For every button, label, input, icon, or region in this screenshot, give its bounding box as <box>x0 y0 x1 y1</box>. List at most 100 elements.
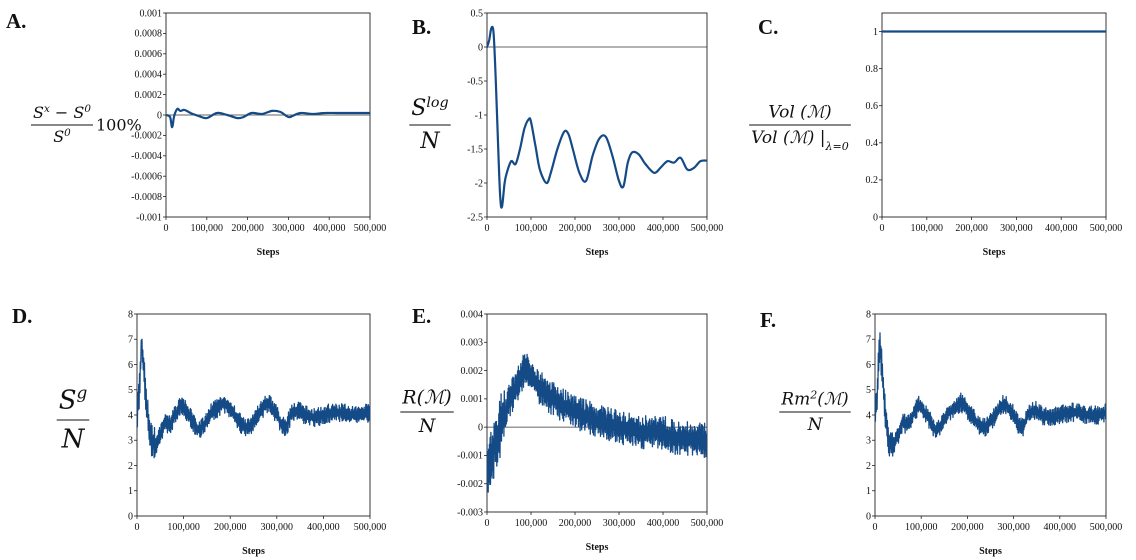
y-axis-label-b: Slog N <box>409 95 451 154</box>
y-tick-label: -2.5 <box>467 212 483 223</box>
x-tick-label: 300,000 <box>1000 223 1033 234</box>
svg-text:N: N <box>418 415 437 437</box>
x-axis-label: Steps <box>979 546 1002 557</box>
x-tick-label: 400,000 <box>647 518 680 529</box>
plot-frame <box>486 313 708 513</box>
y-tick-label: -0.002 <box>457 479 483 490</box>
y-tick-label: 0.0004 <box>135 70 163 81</box>
plot-frame <box>486 12 708 218</box>
x-tick-label: 100,000 <box>515 223 548 234</box>
y-tick-label: 0 <box>866 511 871 522</box>
svg-text:Rm2(ℳ): Rm2(ℳ) <box>780 388 848 410</box>
y-tick-label: 0 <box>128 511 133 522</box>
y-tick-label: -0.003 <box>457 507 483 518</box>
y-tick-label: 0.0006 <box>135 49 163 60</box>
x-tick-label: 200,000 <box>559 518 592 529</box>
y-tick-label: -2 <box>475 178 483 189</box>
panel-f: F. 0 1 2 3 4 5 6 7 8 0 100,000 200,000 300,000 400,000… <box>760 308 1122 557</box>
x-tick-label: 0 <box>164 223 169 234</box>
y-tick-label: 0.6 <box>866 101 879 112</box>
y-tick-label: 4 <box>866 410 871 421</box>
y-tick-label: 0.0008 <box>135 29 163 40</box>
y-tick-label: 0 <box>157 110 162 121</box>
y-tick-label: 3 <box>128 436 133 447</box>
x-tick-label: 0 <box>135 522 140 533</box>
y-tick-label: 6 <box>128 360 133 371</box>
y-tick-label: 0.8 <box>866 64 879 75</box>
y-tick-label: 7 <box>866 335 871 346</box>
y-tick-label: 5 <box>128 385 133 396</box>
panel-d: D. 0 1 2 3 4 5 6 7 8 0 100,000 200,000 300,000 400,000… <box>12 304 386 557</box>
y-tick-label: 0 <box>478 42 483 53</box>
panel-label-c: C. <box>758 15 778 39</box>
y-tick-label: 0.5 <box>471 8 484 19</box>
y-tick-label: 0.004 <box>461 309 484 320</box>
x-axis-label: Steps <box>983 247 1006 258</box>
y-tick-label: -0.0002 <box>131 131 162 142</box>
y-tick-label: -0.0004 <box>131 151 162 162</box>
x-tick-label: 100,000 <box>191 223 224 234</box>
x-tick-label: 100,000 <box>167 522 200 533</box>
y-tick-label: 2 <box>128 461 133 472</box>
y-tick-label: 0.002 <box>461 366 484 377</box>
x-tick-label: 400,000 <box>647 223 680 234</box>
x-tick-label: 400,000 <box>307 522 340 533</box>
x-tick-label: 300,000 <box>261 522 294 533</box>
x-tick-label: 500,000 <box>354 522 387 533</box>
x-tick-label: 0 <box>485 223 490 234</box>
y-tick-label: 1 <box>866 486 871 497</box>
svg-text:R(ℳ): R(ℳ) <box>401 386 451 408</box>
panel-label-e: E. <box>412 304 431 328</box>
x-tick-label: 500,000 <box>691 518 724 529</box>
x-tick-label: 500,000 <box>691 223 724 234</box>
plot-frame <box>881 12 1107 218</box>
y-tick-label: -1 <box>475 110 483 121</box>
x-axis-label: Steps <box>586 247 609 258</box>
y-tick-label: 0.2 <box>866 175 879 186</box>
y-tick-label: 2 <box>866 461 871 472</box>
y-tick-label: 0.003 <box>461 338 484 349</box>
y-tick-label: 6 <box>866 360 871 371</box>
x-tick-label: 200,000 <box>231 223 264 234</box>
y-axis-label-d: Sg N <box>56 382 90 454</box>
svg-text:Sx − S0: Sx − S0 <box>33 103 91 122</box>
y-tick-label: 0.0002 <box>135 90 163 101</box>
y-axis-label-f: Rm2(ℳ) N <box>779 388 851 435</box>
panel-label-a: A. <box>6 9 26 33</box>
x-tick-label: 200,000 <box>955 223 988 234</box>
x-tick-label: 500,000 <box>1090 223 1123 234</box>
y-tick-label: 0.001 <box>461 394 484 405</box>
y-tick-label: 3 <box>866 436 871 447</box>
svg-text:Sg: Sg <box>59 382 88 415</box>
y-tick-label: -0.5 <box>467 76 483 87</box>
y-tick-label: 1 <box>128 486 133 497</box>
series-line-b <box>487 25 707 209</box>
x-tick-label: 400,000 <box>1044 522 1077 533</box>
y-tick-label: -1.5 <box>467 144 483 155</box>
y-axis-label-e: R(ℳ) N <box>400 386 454 437</box>
y-tick-label: -0.001 <box>457 451 483 462</box>
panel-b: B. -2.5 -2 -1.5 -1 -0.5 0 0.5 0 100,000 200,000 300… <box>409 8 723 258</box>
x-tick-label: 100,000 <box>515 518 548 529</box>
x-tick-label: 500,000 <box>1090 522 1123 533</box>
svg-text:S0: S0 <box>53 127 71 146</box>
x-tick-label: 300,000 <box>603 223 636 234</box>
x-tick-label: 300,000 <box>997 522 1030 533</box>
svg-text:N: N <box>419 129 440 154</box>
y-tick-label: -0.0006 <box>131 172 162 183</box>
y-tick-label: 8 <box>866 309 871 320</box>
y-tick-label: 4 <box>128 410 133 421</box>
series-line-a <box>166 107 370 129</box>
y-axis-label-a: Sx − S0 S0 100% <box>30 103 142 146</box>
x-tick-label: 400,000 <box>1045 223 1078 234</box>
y-tick-label: 0.001 <box>140 8 163 19</box>
svg-text:N: N <box>61 424 86 454</box>
x-axis-label: Steps <box>242 546 265 557</box>
x-tick-label: 500,000 <box>354 223 387 234</box>
panel-label-d: D. <box>12 304 32 328</box>
y-tick-label: 0 <box>873 212 878 223</box>
series-line-e <box>487 353 707 493</box>
x-axis-label: Steps <box>586 542 609 553</box>
y-tick-label: 7 <box>128 335 133 346</box>
